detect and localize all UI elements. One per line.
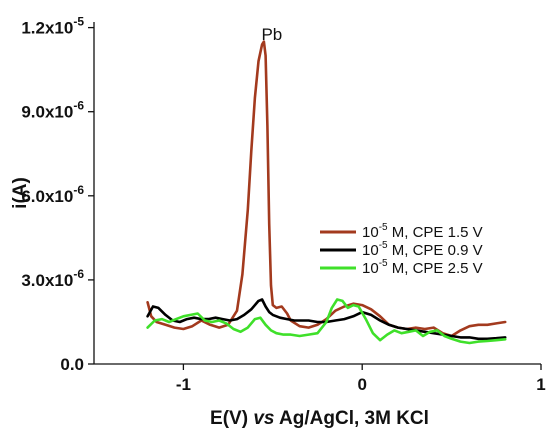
legend-entry-exponent: -5 xyxy=(379,258,388,269)
legend-entry-base: 10 xyxy=(362,260,379,277)
x-tick-label: 1 xyxy=(536,375,545,394)
legend-entry: 10-5 M, CPE 0.9 V xyxy=(362,240,483,259)
y-tick-label-base: 1.2x10 xyxy=(21,19,73,38)
y-tick-label: 9.0x10-6 xyxy=(21,99,84,122)
y-tick-label: 0.0 xyxy=(60,355,84,374)
y-axis-title: i(A) xyxy=(10,177,31,209)
peak-annotation: Pb xyxy=(261,25,282,44)
y-tick-label: 6.0x10-6 xyxy=(21,183,84,206)
x-tick-label: -1 xyxy=(176,375,191,394)
y-tick-label: 3.0x10-6 xyxy=(21,267,84,290)
x-axis-title-part: E(V) xyxy=(210,408,253,429)
legend-entry-base: 10 xyxy=(362,224,379,241)
series-line-1 xyxy=(146,40,507,338)
y-tick-label-exponent: -6 xyxy=(73,99,84,113)
y-tick-label-exponent: -6 xyxy=(73,183,84,197)
series-line-3 xyxy=(146,298,507,345)
legend-entry-exponent: -5 xyxy=(379,240,388,251)
series-lines xyxy=(146,40,507,345)
y-tick-label-base: 6.0x10 xyxy=(21,187,73,206)
y-tick-label-base: 0.0 xyxy=(60,355,84,374)
series-line-2 xyxy=(146,298,507,341)
legend-entry-base: 10 xyxy=(362,242,379,259)
x-axis-title-vs: vs xyxy=(253,408,274,429)
annotations: Pb xyxy=(261,25,282,44)
legend-entry-text: M, CPE 2.5 V xyxy=(388,260,483,277)
legend-entry: 10-5 M, CPE 1.5 V xyxy=(362,222,483,241)
legend-entry-exponent: -5 xyxy=(379,222,388,233)
y-tick-label-base: 9.0x10 xyxy=(21,103,73,122)
x-axis-title-part: Ag/AgCl, 3M KCl xyxy=(274,408,428,429)
x-axis-ticks: -1 0 1 xyxy=(176,364,546,394)
legend-entry-text: M, CPE 0.9 V xyxy=(388,242,483,259)
y-tick-label-exponent: -6 xyxy=(73,267,84,281)
y-tick-label-base: 3.0x10 xyxy=(21,271,73,290)
y-tick-label-exponent: -5 xyxy=(73,15,84,29)
y-axis-ticks: 0.03.0x10-66.0x10-69.0x10-61.2x10-5 xyxy=(21,15,94,374)
x-tick-label: 0 xyxy=(357,375,366,394)
legend: 10-5 M, CPE 1.5 V10-5 M, CPE 0.9 V10-5 M… xyxy=(320,222,483,277)
legend-entry-text: M, CPE 1.5 V xyxy=(388,224,483,241)
x-axis-title: E(V) vs Ag/AgCl, 3M KCl xyxy=(210,408,429,429)
y-tick-label: 1.2x10-5 xyxy=(21,15,84,38)
legend-entry: 10-5 M, CPE 2.5 V xyxy=(362,258,483,277)
